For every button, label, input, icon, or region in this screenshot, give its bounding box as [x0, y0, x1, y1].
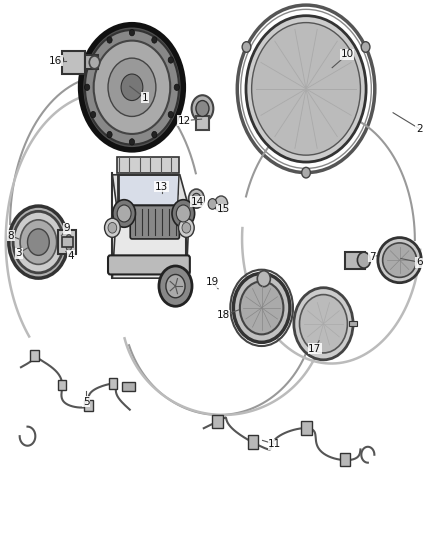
Polygon shape [113, 205, 189, 278]
Circle shape [85, 84, 90, 91]
Circle shape [9, 206, 68, 278]
Circle shape [121, 74, 143, 101]
Circle shape [357, 252, 371, 268]
Bar [62, 237, 73, 247]
Circle shape [168, 57, 173, 63]
Circle shape [246, 15, 366, 162]
Circle shape [108, 58, 156, 116]
FancyBboxPatch shape [143, 184, 171, 200]
Text: 18: 18 [217, 310, 230, 320]
Bar [196, 116, 209, 130]
Bar [58, 379, 67, 390]
Circle shape [152, 37, 157, 43]
Text: 3: 3 [15, 248, 22, 259]
Bar [62, 51, 85, 74]
Bar [349, 321, 357, 326]
Bar [85, 55, 98, 69]
Ellipse shape [383, 243, 417, 277]
Circle shape [174, 84, 180, 91]
Circle shape [252, 22, 360, 155]
FancyBboxPatch shape [130, 206, 180, 239]
Circle shape [168, 111, 173, 118]
Circle shape [91, 57, 96, 63]
Circle shape [191, 95, 213, 122]
Circle shape [233, 273, 290, 342]
Text: 6: 6 [416, 257, 423, 267]
Bar [122, 382, 135, 391]
Circle shape [28, 229, 49, 255]
Bar [301, 421, 312, 434]
Circle shape [192, 193, 201, 204]
Bar [58, 230, 76, 254]
Bar [85, 400, 93, 410]
Circle shape [182, 222, 191, 233]
Circle shape [179, 218, 194, 237]
Bar [109, 378, 117, 389]
Polygon shape [113, 175, 188, 207]
Text: 17: 17 [308, 344, 321, 354]
Circle shape [107, 132, 112, 138]
Circle shape [188, 189, 204, 208]
Bar [247, 435, 258, 449]
Circle shape [159, 266, 192, 306]
Circle shape [302, 167, 311, 178]
Circle shape [81, 25, 184, 150]
Circle shape [300, 295, 347, 353]
Text: 16: 16 [49, 56, 63, 66]
Circle shape [66, 235, 71, 241]
Text: 11: 11 [268, 439, 281, 449]
Circle shape [66, 244, 71, 251]
Circle shape [85, 30, 179, 144]
Circle shape [172, 200, 194, 227]
Circle shape [257, 271, 270, 287]
Circle shape [94, 41, 170, 134]
Text: 12: 12 [177, 116, 191, 126]
Circle shape [13, 212, 64, 273]
Circle shape [240, 281, 283, 334]
Polygon shape [117, 157, 179, 173]
Circle shape [107, 37, 112, 43]
Circle shape [361, 42, 370, 52]
Text: 13: 13 [155, 182, 168, 192]
Circle shape [91, 111, 96, 118]
Polygon shape [118, 175, 179, 205]
Ellipse shape [378, 238, 421, 282]
Text: 1: 1 [142, 93, 148, 103]
Bar [212, 415, 223, 428]
Text: 19: 19 [206, 277, 219, 287]
Bar [30, 350, 39, 361]
Circle shape [20, 220, 57, 264]
Circle shape [89, 56, 100, 69]
Circle shape [166, 185, 178, 200]
Circle shape [105, 218, 120, 237]
Text: 14: 14 [191, 197, 204, 207]
Circle shape [113, 200, 135, 227]
Circle shape [215, 196, 228, 212]
Circle shape [129, 139, 134, 145]
Text: 7: 7 [369, 252, 375, 262]
Text: 8: 8 [7, 231, 14, 241]
Text: 15: 15 [217, 204, 230, 214]
Text: 5: 5 [83, 397, 89, 407]
Circle shape [196, 101, 209, 116]
Circle shape [129, 29, 134, 36]
Circle shape [152, 132, 157, 138]
Text: 10: 10 [341, 50, 354, 59]
Circle shape [208, 199, 217, 209]
Bar [345, 252, 365, 269]
Circle shape [108, 222, 117, 233]
Text: 9: 9 [64, 223, 70, 233]
Bar [339, 453, 350, 466]
Circle shape [294, 288, 353, 360]
Text: 4: 4 [68, 251, 74, 261]
Circle shape [117, 205, 131, 222]
Circle shape [177, 205, 190, 222]
Circle shape [58, 56, 64, 63]
Text: 2: 2 [416, 124, 423, 134]
FancyBboxPatch shape [108, 255, 190, 274]
Circle shape [166, 274, 185, 298]
Circle shape [242, 42, 251, 52]
